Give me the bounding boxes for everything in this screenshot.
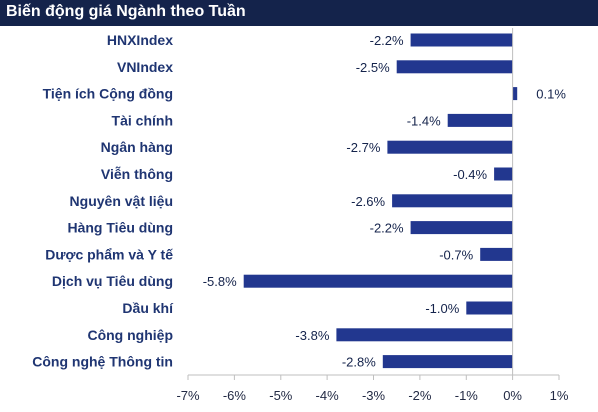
data-label-0: -2.2% xyxy=(370,33,404,48)
category-label-0: HNXIndex xyxy=(107,32,173,48)
bar-4 xyxy=(387,140,513,154)
category-label-4: Ngân hàng xyxy=(101,139,173,155)
data-label-6: -2.6% xyxy=(351,194,385,209)
category-label-12: Công nghệ Thông tin xyxy=(32,354,173,370)
bar-10 xyxy=(466,301,513,315)
data-label-10: -1.0% xyxy=(425,301,459,316)
category-label-2: Tiện ích Cộng đồng xyxy=(43,86,173,102)
data-label-7: -2.2% xyxy=(370,221,404,236)
x-tick-label-5: -2% xyxy=(408,388,432,403)
bar-1 xyxy=(396,60,513,74)
category-label-1: VNIndex xyxy=(117,59,173,75)
category-label-6: Nguyên vật liệu xyxy=(70,193,173,209)
x-tick-label-3: -4% xyxy=(316,388,340,403)
x-tick-label-2: -5% xyxy=(269,388,293,403)
bar-6 xyxy=(392,194,513,208)
axis-layer: -7% -6% -5% -4% -3% -2% -1% 0% 1% xyxy=(176,28,569,403)
x-tick-label-8: 1% xyxy=(550,388,569,403)
data-label-8: -0.7% xyxy=(439,247,473,262)
bar-7 xyxy=(410,221,513,235)
data-label-9: -5.8% xyxy=(203,274,237,289)
bar-2 xyxy=(512,87,518,101)
category-label-5: Viễn thông xyxy=(101,166,173,182)
data-label-2: 0.1% xyxy=(536,87,566,102)
bars-layer xyxy=(243,33,518,369)
category-label-3: Tài chính xyxy=(112,112,173,128)
data-label-4: -2.7% xyxy=(346,140,380,155)
bar-0 xyxy=(410,33,513,47)
category-label-7: Hàng Tiêu dùng xyxy=(67,220,173,236)
data-label-11: -3.8% xyxy=(295,328,329,343)
x-tick-label-1: -6% xyxy=(223,388,247,403)
bar-3 xyxy=(447,113,513,127)
bar-5 xyxy=(494,167,513,181)
x-tick-label-6: -1% xyxy=(455,388,479,403)
x-tick-label-7: 0% xyxy=(503,388,522,403)
bar-11 xyxy=(336,328,513,342)
bar-12 xyxy=(382,355,513,369)
labels-layer: HNXIndex -2.2% VNIndex -2.5% Tiện ích Cộng đ… xyxy=(32,32,566,370)
bar-9 xyxy=(243,274,513,288)
category-label-8: Dược phẩm và Y tế xyxy=(45,246,173,262)
data-label-5: -0.4% xyxy=(453,167,487,182)
x-tick-label-0: -7% xyxy=(176,388,200,403)
category-label-10: Dầu khí xyxy=(122,300,174,316)
data-label-12: -2.8% xyxy=(342,355,376,370)
x-tick-label-4: -3% xyxy=(362,388,386,403)
category-label-11: Công nghiệp xyxy=(87,327,173,343)
category-label-9: Dịch vụ Tiêu dùng xyxy=(52,273,173,289)
data-label-3: -1.4% xyxy=(407,113,441,128)
bar-8 xyxy=(480,247,513,261)
title-bar: Biến động giá Ngành theo Tuần xyxy=(0,0,598,26)
data-label-1: -2.5% xyxy=(356,60,390,75)
chart-title: Biến động giá Ngành theo Tuần xyxy=(6,3,246,20)
